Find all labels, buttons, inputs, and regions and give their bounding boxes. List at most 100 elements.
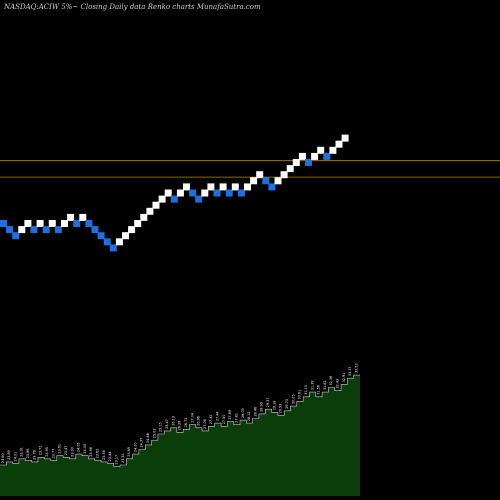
volume-value-label: 24.35 — [83, 444, 87, 454]
volume-value-label: 27.50 — [222, 415, 226, 425]
renko-brick — [231, 183, 239, 191]
renko-brick — [36, 220, 44, 227]
volume-value-label: 23.69 — [127, 447, 131, 457]
renko-brick — [6, 226, 14, 234]
renko-brick — [341, 134, 349, 142]
volume-value-label: 28.46 — [253, 407, 257, 417]
renko-brick — [311, 152, 319, 160]
renko-brick — [244, 183, 251, 191]
volume-value-label: 23.44 — [108, 452, 112, 462]
volume-value-label: 23.95 — [45, 447, 49, 457]
renko-brick — [109, 244, 117, 252]
renko-brick — [146, 207, 154, 215]
renko-brick — [305, 159, 312, 166]
volume-area-fill — [0, 375, 360, 496]
renko-brick — [61, 220, 68, 227]
volume-value-label: 23.89 — [7, 450, 11, 460]
volume-value-label: 33.17 — [348, 366, 352, 376]
renko-brick — [54, 226, 62, 234]
volume-value-label: 23.76 — [32, 450, 36, 460]
renko-brick — [329, 146, 337, 154]
volume-value-label: 29.73 — [285, 399, 289, 409]
volume-labels: 23.80 23.89 24.01 23.91 23.96 23.76 23.72 23.95… — [1, 363, 359, 464]
volume-value-label: 30.61 — [298, 390, 302, 400]
volume-value-label: 26.96 — [197, 416, 201, 426]
renko-brick — [134, 220, 142, 227]
volume-area — [0, 374, 360, 496]
volume-value-label: 29.53 — [279, 404, 283, 414]
renko-brick — [250, 177, 258, 185]
renko-brick — [30, 226, 38, 234]
renko-brick — [262, 177, 270, 185]
volume-value-label: 24.01 — [13, 452, 17, 462]
volume-value-label: 23.72 — [39, 446, 43, 456]
volume-value-label: 31.13 — [304, 385, 308, 395]
horizontal-lines — [0, 160, 500, 178]
volume-value-label: 33.52 — [354, 363, 358, 373]
volume-value-label: 29.18 — [272, 401, 276, 411]
volume-value-label: 27.04 — [190, 413, 194, 423]
volume-value-label: 26.72 — [184, 418, 188, 428]
volume-value-label: 24.88 — [146, 433, 150, 443]
volume-value-label: 23.61 — [58, 444, 62, 454]
volume-value-label: 23.90 — [70, 447, 74, 457]
volume-value-label: 25.03 — [152, 428, 156, 438]
renko-brick — [152, 201, 160, 209]
volume-value-label: 31.82 — [323, 380, 327, 390]
renko-brick — [24, 220, 32, 227]
volume-value-label: 32.43 — [336, 379, 340, 389]
renko-brick — [79, 213, 87, 221]
renko-brick — [213, 189, 221, 197]
renko-brick — [170, 195, 178, 203]
renko-brick — [67, 213, 75, 221]
volume-value-label: 23.62 — [96, 449, 100, 459]
volume-value-label: 28.12 — [247, 411, 251, 421]
renko-brick — [128, 226, 136, 234]
volume-value-label: 23.96 — [26, 449, 30, 459]
volume-value-label: 28.03 — [241, 408, 245, 418]
renko-brick — [183, 183, 190, 191]
volume-value-label: 25.47 — [165, 419, 169, 429]
volume-value-label: 23.98 — [89, 447, 93, 457]
renko-brick — [85, 220, 93, 227]
volume-value-label: 31.39 — [310, 380, 314, 390]
chart-title: NASDAQ:ACIW 5%~ Closing Daily data Renko… — [3, 3, 261, 11]
volume-value-label: 27.44 — [216, 411, 220, 421]
renko-brick — [207, 183, 215, 191]
renko-brick — [256, 171, 264, 179]
volume-value-label: 23.47 — [64, 446, 68, 456]
renko-brick — [268, 183, 276, 191]
renko-brick — [195, 195, 203, 203]
renko-brick — [73, 220, 81, 227]
volume-value-label: 26.39 — [178, 421, 182, 431]
renko-brick — [201, 189, 209, 197]
renko-brick — [176, 189, 184, 197]
volume-value-label: 23.58 — [102, 450, 106, 460]
volume-value-label: 27.06 — [203, 419, 207, 429]
volume-value-label: 28.99 — [260, 402, 264, 412]
volume-value-label: 32.08 — [329, 376, 333, 386]
volume-value-label: 32.91 — [342, 373, 346, 383]
renko-brick — [164, 189, 172, 197]
renko-brick — [274, 177, 282, 185]
renko-brick — [115, 238, 123, 246]
renko-brick — [225, 189, 233, 197]
renko-brick — [12, 232, 20, 240]
volume-value-label: 25.15 — [159, 422, 163, 432]
renko-brick — [122, 232, 129, 240]
renko-brick — [317, 146, 325, 154]
volume-value-label: 26.13 — [171, 416, 175, 426]
renko-bricks — [0, 134, 349, 252]
volume-value-label: 27.69 — [228, 410, 232, 420]
volume-value-label: 24.00 — [133, 442, 137, 452]
renko-brick — [103, 238, 111, 246]
volume-value-label: 23.91 — [20, 447, 24, 457]
volume-value-label: 23.80 — [1, 453, 5, 463]
renko-brick — [18, 226, 26, 234]
volume-value-label: 24.05 — [77, 442, 81, 452]
volume-area-outline — [0, 374, 360, 467]
renko-brick — [323, 152, 331, 160]
volume-value-label: 23.17 — [114, 455, 118, 465]
